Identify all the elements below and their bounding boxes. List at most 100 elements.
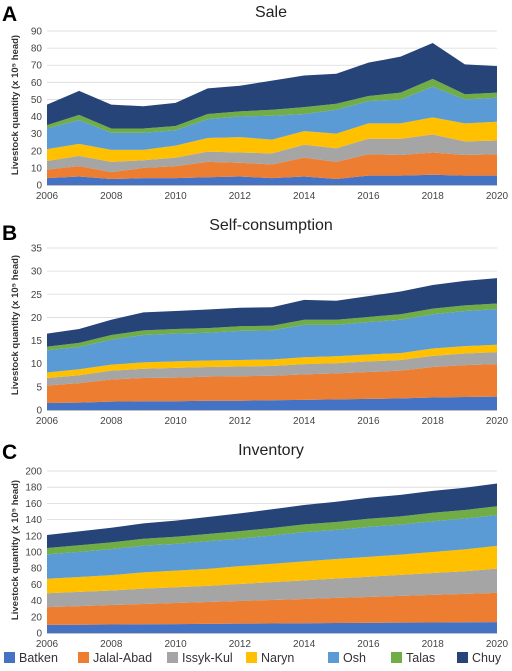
panel-c-letter: C xyxy=(2,441,17,464)
panel-b-area-talas xyxy=(47,303,497,351)
panel-a-y-tick-label: 60 xyxy=(31,78,43,89)
panel-b-area-batken xyxy=(47,396,497,410)
legend-label-issyk-kul: Issyk-Kul xyxy=(182,651,233,665)
panel-c-y-tick-label: 160 xyxy=(25,499,42,510)
panel-c-x-tick-label: 2006 xyxy=(36,639,59,650)
panel-a-x-tick-label: 2018 xyxy=(422,191,445,202)
panel-a-x-tick-label: 2020 xyxy=(486,191,509,202)
panel-c-area-issyk-kul xyxy=(47,568,497,608)
panel-a-y-tick-label: 80 xyxy=(31,44,43,55)
panel-a-y-tick-label: 20 xyxy=(31,146,43,157)
legend-label-chuy: Chuy xyxy=(472,651,502,665)
legend-label-naryn: Naryn xyxy=(261,651,294,665)
panel-a-y-tick-label: 0 xyxy=(36,181,42,192)
panel-c-y-tick-label: 120 xyxy=(25,531,42,542)
panel-a-title: Sale xyxy=(255,4,287,21)
panel-c-x-tick-label: 2012 xyxy=(229,639,252,650)
panel-c-area-talas xyxy=(47,506,497,555)
panel-c-area-naryn xyxy=(47,545,497,594)
panel-c-area-jalal-abad xyxy=(47,592,497,625)
panel-b-x-tick-label: 2014 xyxy=(293,416,316,427)
legend-swatch-talas xyxy=(391,652,402,663)
panel-b-area-chuy xyxy=(47,278,497,347)
legend-swatch-chuy xyxy=(457,652,468,663)
legend-label-osh: Osh xyxy=(343,651,366,665)
panel-b-x-tick-label: 2020 xyxy=(486,416,509,427)
legend-swatch-osh xyxy=(328,652,339,663)
panel-a-y-tick-label: 90 xyxy=(31,27,43,38)
panel-b-area-osh xyxy=(47,309,497,373)
panel-a-x-tick-label: 2008 xyxy=(100,191,123,202)
panel-c-x-tick-label: 2018 xyxy=(422,639,445,650)
panel-b-y-tick-label: 20 xyxy=(31,313,43,324)
panel-c-title: Inventory xyxy=(238,442,304,459)
panel-a-letter: A xyxy=(2,3,17,26)
panel-b-y-tick-label: 10 xyxy=(31,359,43,370)
panel-c-y-tick-label: 40 xyxy=(31,596,43,607)
panel-a: A Sale Livestock quantity (x 10⁵ head) 0… xyxy=(2,3,509,202)
panel-b-y-axis-label: Livestock quantity (x 10⁵ head) xyxy=(10,255,21,395)
legend: Batken Jalal-Abad Issyk-Kul Naryn Osh Talas Ch… xyxy=(4,651,502,665)
legend-label-jalal-abad: Jalal-Abad xyxy=(93,651,152,665)
panel-a-y-tick-label: 30 xyxy=(31,129,43,140)
panel-c-y-axis-label: Livestock quantity (x 10⁵ head) xyxy=(10,480,21,620)
panel-c-y-tick-label: 180 xyxy=(25,483,42,494)
panel-a-y-tick-label: 40 xyxy=(31,112,43,123)
panel-c-plot: 0 20 40 60 80 100 120 140 160 180 200 2006 2008 2010 2… xyxy=(25,467,508,651)
panel-c-area-osh xyxy=(47,515,497,579)
panel-a-area-issyk-kul xyxy=(47,134,497,173)
panel-b-y-tick-label: 25 xyxy=(31,290,43,301)
panel-c-y-tick-label: 60 xyxy=(31,580,43,591)
panel-a-area-naryn xyxy=(47,117,497,162)
panel-a-x-tick-label: 2016 xyxy=(357,191,380,202)
panel-b-x-tick-label: 2010 xyxy=(164,416,187,427)
legend-swatch-issyk-kul xyxy=(167,652,178,663)
panel-a-x-tick-label: 2014 xyxy=(293,191,316,202)
panel-b-x-tick-label: 2006 xyxy=(36,416,59,427)
panel-a-area-osh xyxy=(47,86,497,150)
panel-a-y-tick-label: 10 xyxy=(31,163,43,174)
panel-c-x-tick-label: 2020 xyxy=(486,639,509,650)
panel-b-area-issyk-kul xyxy=(47,352,497,386)
panel-c-y-tick-label: 100 xyxy=(25,548,42,559)
panel-a-y-axis-label: Livestock quantity (x 10⁵ head) xyxy=(10,35,21,175)
panel-a-area-batken xyxy=(47,174,497,185)
panel-a-y-tick-label: 50 xyxy=(31,95,43,106)
panel-b-title: Self-consumption xyxy=(209,217,333,234)
panel-b-y-tick-label: 0 xyxy=(36,406,42,417)
panel-b-y-tick-label: 15 xyxy=(31,336,43,347)
legend-label-batken: Batken xyxy=(19,651,58,665)
panel-b-area-jalal-abad xyxy=(47,364,497,404)
panel-b-x-tick-label: 2018 xyxy=(422,416,445,427)
panel-a-x-tick-label: 2006 xyxy=(36,191,59,202)
legend-swatch-batken xyxy=(4,652,15,663)
panel-a-plot: 0 10 20 30 40 50 60 70 80 90 2006 2008 2010 2012 2014 2… xyxy=(31,27,509,203)
panel-b-x-tick-label: 2016 xyxy=(357,416,380,427)
panel-c-y-tick-label: 80 xyxy=(31,564,43,575)
panel-c-y-tick-label: 20 xyxy=(31,612,43,623)
panel-b: B Self-consumption Livestock quantity (x… xyxy=(2,217,509,427)
panel-b-letter: B xyxy=(2,222,17,245)
legend-label-talas: Talas xyxy=(406,651,435,665)
panel-c-y-tick-label: 0 xyxy=(36,629,42,640)
panel-b-x-tick-label: 2008 xyxy=(100,416,123,427)
panel-b-y-tick-label: 5 xyxy=(36,382,42,393)
panel-c-y-tick-label: 200 xyxy=(25,467,42,478)
panel-c-y-tick-label: 140 xyxy=(25,515,42,526)
panel-c-x-tick-label: 2016 xyxy=(357,639,380,650)
panel-c-area-batken xyxy=(47,622,497,633)
panel-a-area-jalal-abad xyxy=(47,152,497,180)
panel-c-x-tick-label: 2014 xyxy=(293,639,316,650)
panel-c: C Inventory Livestock quantity (x 10⁵ he… xyxy=(2,441,509,650)
legend-swatch-naryn xyxy=(246,652,257,663)
panel-a-area-chuy xyxy=(47,42,497,129)
legend-swatch-jalal-abad xyxy=(78,652,89,663)
panel-a-x-tick-label: 2012 xyxy=(229,191,252,202)
panel-c-x-tick-label: 2008 xyxy=(100,639,123,650)
panel-b-y-tick-label: 35 xyxy=(31,244,43,255)
panel-b-x-tick-label: 2012 xyxy=(229,416,252,427)
panel-b-area-naryn xyxy=(47,344,497,379)
panel-a-y-tick-label: 70 xyxy=(31,61,43,72)
panel-c-x-tick-label: 2010 xyxy=(164,639,187,650)
